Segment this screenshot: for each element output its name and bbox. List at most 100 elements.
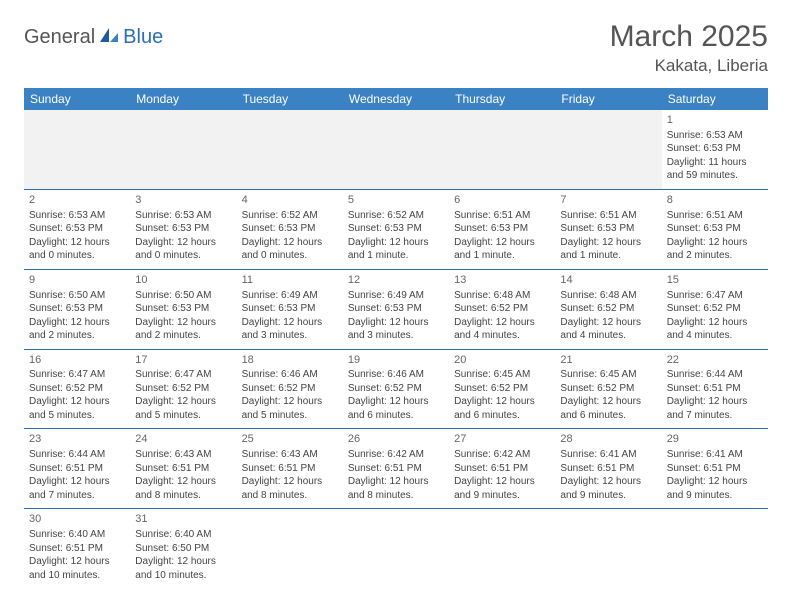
calendar-cell [449,110,555,189]
sunset-text: Sunset: 6:53 PM [560,222,656,236]
weekday-header: Tuesday [237,88,343,110]
daylight-text: Daylight: 12 hours [560,475,656,489]
daylight-text: and 2 minutes. [29,329,125,343]
day-number: 14 [560,273,656,288]
calendar-row: 30Sunrise: 6:40 AMSunset: 6:51 PMDayligh… [24,509,768,588]
calendar-cell [237,509,343,588]
day-number: 17 [135,353,231,368]
calendar-cell [555,509,661,588]
day-number: 25 [242,432,338,447]
daylight-text: Daylight: 12 hours [135,555,231,569]
day-number: 20 [454,353,550,368]
sunrise-text: Sunrise: 6:44 AM [667,368,763,382]
sunrise-text: Sunrise: 6:42 AM [348,448,444,462]
day-number: 8 [667,193,763,208]
daylight-text: Daylight: 12 hours [29,316,125,330]
daylight-text: and 2 minutes. [135,329,231,343]
daylight-text: Daylight: 12 hours [348,316,444,330]
sunset-text: Sunset: 6:52 PM [29,382,125,396]
sunrise-text: Sunrise: 6:45 AM [454,368,550,382]
sunrise-text: Sunrise: 6:46 AM [348,368,444,382]
sunrise-text: Sunrise: 6:51 AM [560,209,656,223]
daylight-text: Daylight: 12 hours [242,395,338,409]
sunrise-text: Sunrise: 6:51 AM [667,209,763,223]
calendar-cell: 4Sunrise: 6:52 AMSunset: 6:53 PMDaylight… [237,189,343,269]
sunset-text: Sunset: 6:52 PM [454,302,550,316]
calendar-cell: 24Sunrise: 6:43 AMSunset: 6:51 PMDayligh… [130,429,236,509]
weekday-header: Wednesday [343,88,449,110]
sunrise-text: Sunrise: 6:42 AM [454,448,550,462]
sunrise-text: Sunrise: 6:50 AM [29,289,125,303]
calendar-cell: 12Sunrise: 6:49 AMSunset: 6:53 PMDayligh… [343,269,449,349]
daylight-text: Daylight: 12 hours [667,395,763,409]
day-number: 3 [135,193,231,208]
sunrise-text: Sunrise: 6:49 AM [348,289,444,303]
calendar-cell: 19Sunrise: 6:46 AMSunset: 6:52 PMDayligh… [343,349,449,429]
sunrise-text: Sunrise: 6:52 AM [242,209,338,223]
sunrise-text: Sunrise: 6:44 AM [29,448,125,462]
daylight-text: and 1 minute. [348,249,444,263]
daylight-text: and 0 minutes. [135,249,231,263]
sunrise-text: Sunrise: 6:49 AM [242,289,338,303]
calendar-cell: 30Sunrise: 6:40 AMSunset: 6:51 PMDayligh… [24,509,130,588]
sunset-text: Sunset: 6:50 PM [135,542,231,556]
calendar-cell: 3Sunrise: 6:53 AMSunset: 6:53 PMDaylight… [130,189,236,269]
daylight-text: and 5 minutes. [242,409,338,423]
sunrise-text: Sunrise: 6:48 AM [560,289,656,303]
daylight-text: and 3 minutes. [348,329,444,343]
sunrise-text: Sunrise: 6:45 AM [560,368,656,382]
daylight-text: Daylight: 12 hours [560,236,656,250]
sunset-text: Sunset: 6:51 PM [135,462,231,476]
daylight-text: and 5 minutes. [135,409,231,423]
daylight-text: Daylight: 12 hours [454,475,550,489]
sunset-text: Sunset: 6:52 PM [348,382,444,396]
day-number: 2 [29,193,125,208]
logo-sail-icon [98,26,120,49]
calendar-cell: 8Sunrise: 6:51 AMSunset: 6:53 PMDaylight… [662,189,768,269]
day-number: 27 [454,432,550,447]
daylight-text: and 0 minutes. [29,249,125,263]
day-number: 9 [29,273,125,288]
location: Kakata, Liberia [610,56,768,76]
sunset-text: Sunset: 6:52 PM [454,382,550,396]
sunset-text: Sunset: 6:51 PM [29,542,125,556]
weekday-header: Friday [555,88,661,110]
daylight-text: Daylight: 12 hours [454,395,550,409]
daylight-text: Daylight: 12 hours [135,316,231,330]
daylight-text: and 4 minutes. [667,329,763,343]
daylight-text: Daylight: 12 hours [29,475,125,489]
weekday-header: Thursday [449,88,555,110]
header: General Blue March 2025 Kakata, Liberia [24,20,768,76]
daylight-text: Daylight: 12 hours [560,395,656,409]
calendar-cell: 20Sunrise: 6:45 AMSunset: 6:52 PMDayligh… [449,349,555,429]
sunset-text: Sunset: 6:51 PM [667,462,763,476]
daylight-text: and 4 minutes. [454,329,550,343]
day-number: 6 [454,193,550,208]
day-number: 31 [135,512,231,527]
calendar-cell: 14Sunrise: 6:48 AMSunset: 6:52 PMDayligh… [555,269,661,349]
sunset-text: Sunset: 6:52 PM [560,302,656,316]
daylight-text: and 9 minutes. [560,489,656,503]
sunset-text: Sunset: 6:51 PM [667,382,763,396]
logo-text-blue: Blue [123,26,163,49]
daylight-text: and 9 minutes. [667,489,763,503]
daylight-text: and 10 minutes. [29,569,125,583]
daylight-text: Daylight: 12 hours [667,316,763,330]
weekday-header: Monday [130,88,236,110]
daylight-text: and 3 minutes. [242,329,338,343]
calendar-cell: 1Sunrise: 6:53 AMSunset: 6:53 PMDaylight… [662,110,768,189]
sunrise-text: Sunrise: 6:53 AM [135,209,231,223]
calendar-row: 1Sunrise: 6:53 AMSunset: 6:53 PMDaylight… [24,110,768,189]
sunrise-text: Sunrise: 6:53 AM [667,129,763,143]
day-number: 19 [348,353,444,368]
sunset-text: Sunset: 6:51 PM [560,462,656,476]
daylight-text: Daylight: 12 hours [135,395,231,409]
sunset-text: Sunset: 6:52 PM [135,382,231,396]
day-number: 1 [667,113,763,128]
sunrise-text: Sunrise: 6:53 AM [29,209,125,223]
sunset-text: Sunset: 6:52 PM [242,382,338,396]
daylight-text: Daylight: 12 hours [348,236,444,250]
sunrise-text: Sunrise: 6:43 AM [135,448,231,462]
sunset-text: Sunset: 6:53 PM [454,222,550,236]
day-number: 4 [242,193,338,208]
